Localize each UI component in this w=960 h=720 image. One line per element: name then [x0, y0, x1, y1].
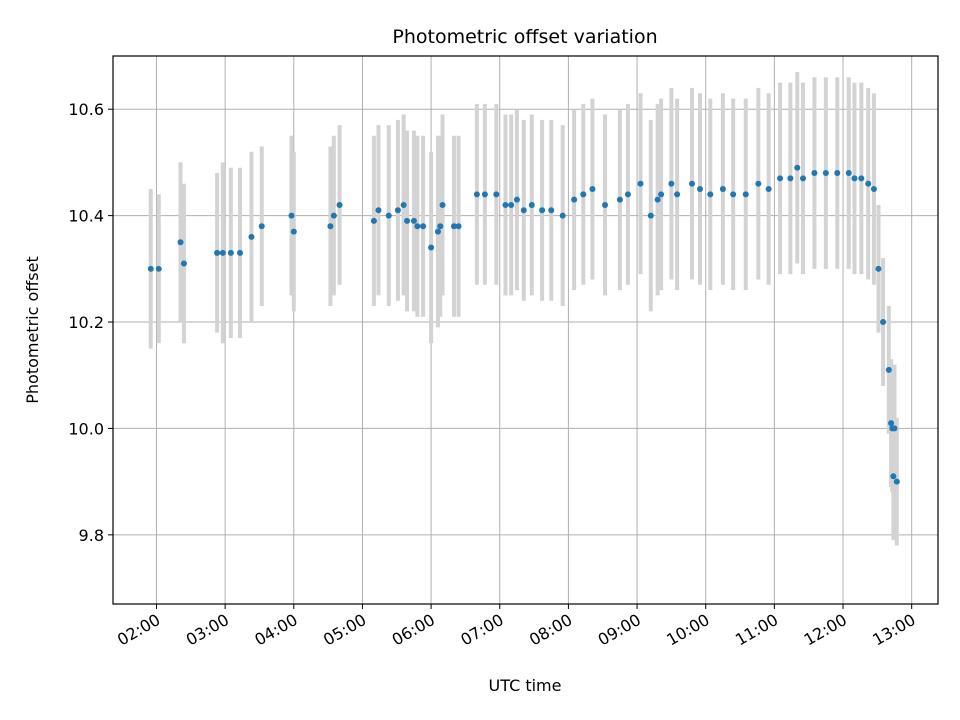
data-point	[777, 175, 784, 182]
y-tick-label: 10.2	[68, 313, 104, 332]
data-point	[755, 180, 762, 187]
data-point	[434, 228, 441, 235]
data-point	[571, 196, 578, 203]
y-tick-label: 10.0	[68, 419, 104, 438]
data-point	[548, 207, 555, 214]
data-point	[891, 425, 898, 432]
data-point	[674, 191, 681, 198]
data-point	[455, 223, 462, 230]
data-point	[404, 217, 411, 224]
data-point	[414, 223, 421, 230]
data-point	[845, 170, 852, 177]
data-point	[520, 207, 527, 214]
data-point	[481, 191, 488, 198]
data-point	[214, 249, 221, 256]
data-point	[719, 186, 726, 193]
data-point	[155, 265, 162, 272]
data-point	[437, 223, 444, 230]
data-point	[834, 170, 841, 177]
data-point	[880, 319, 887, 326]
data-point	[885, 366, 892, 373]
y-tick-label: 10.4	[68, 207, 104, 226]
data-point	[513, 196, 520, 203]
data-point	[893, 478, 900, 485]
data-point	[730, 191, 737, 198]
data-point	[400, 201, 407, 208]
data-point	[799, 175, 806, 182]
data-point	[742, 191, 749, 198]
data-point	[589, 186, 596, 193]
data-point	[493, 191, 500, 198]
data-point	[177, 239, 184, 246]
data-point	[394, 207, 401, 214]
data-point	[794, 164, 801, 171]
x-axis-label: UTC time	[489, 676, 562, 695]
data-point	[420, 223, 427, 230]
data-point	[248, 233, 255, 240]
data-point	[654, 196, 661, 203]
data-point	[890, 473, 897, 480]
y-axis-ticks: 9.8 10.0 10.2 10.4 10.6	[68, 100, 113, 545]
data-point	[219, 249, 226, 256]
data-point	[336, 201, 343, 208]
data-point	[539, 207, 546, 214]
data-point	[327, 223, 334, 230]
data-point	[822, 170, 829, 177]
data-point	[559, 212, 566, 219]
data-point	[580, 191, 587, 198]
data-point	[688, 180, 695, 187]
data-point	[647, 212, 654, 219]
data-point	[624, 191, 631, 198]
data-point	[616, 196, 623, 203]
data-point	[811, 170, 818, 177]
data-points	[147, 164, 900, 485]
data-point	[508, 201, 515, 208]
data-point	[707, 191, 714, 198]
data-point	[502, 201, 509, 208]
data-point	[787, 175, 794, 182]
data-point	[858, 175, 865, 182]
data-point	[658, 191, 665, 198]
data-point	[370, 217, 377, 224]
data-point	[439, 201, 446, 208]
data-point	[888, 420, 895, 427]
data-point	[637, 180, 644, 187]
data-point	[450, 223, 457, 230]
y-tick-label: 9.8	[79, 526, 104, 545]
data-point	[870, 186, 877, 193]
data-point	[180, 260, 187, 267]
data-point	[375, 207, 382, 214]
y-axis-label: Photometric offset	[23, 256, 42, 404]
data-point	[385, 212, 392, 219]
data-point	[865, 180, 872, 187]
data-point	[288, 212, 295, 219]
data-point	[330, 212, 337, 219]
data-point	[528, 201, 535, 208]
data-point	[227, 249, 234, 256]
data-point	[410, 217, 417, 224]
data-point	[428, 244, 435, 251]
data-point	[237, 249, 244, 256]
y-tick-label: 10.6	[68, 100, 104, 119]
data-point	[290, 228, 297, 235]
data-point	[696, 186, 703, 193]
chart-title: Photometric offset variation	[392, 26, 657, 48]
data-point	[258, 223, 265, 230]
data-point	[668, 180, 675, 187]
data-point	[602, 201, 609, 208]
data-point	[147, 265, 154, 272]
data-point	[851, 175, 858, 182]
data-point	[875, 265, 882, 272]
plot-frame	[112, 55, 939, 605]
data-point	[473, 191, 480, 198]
data-point	[765, 186, 772, 193]
